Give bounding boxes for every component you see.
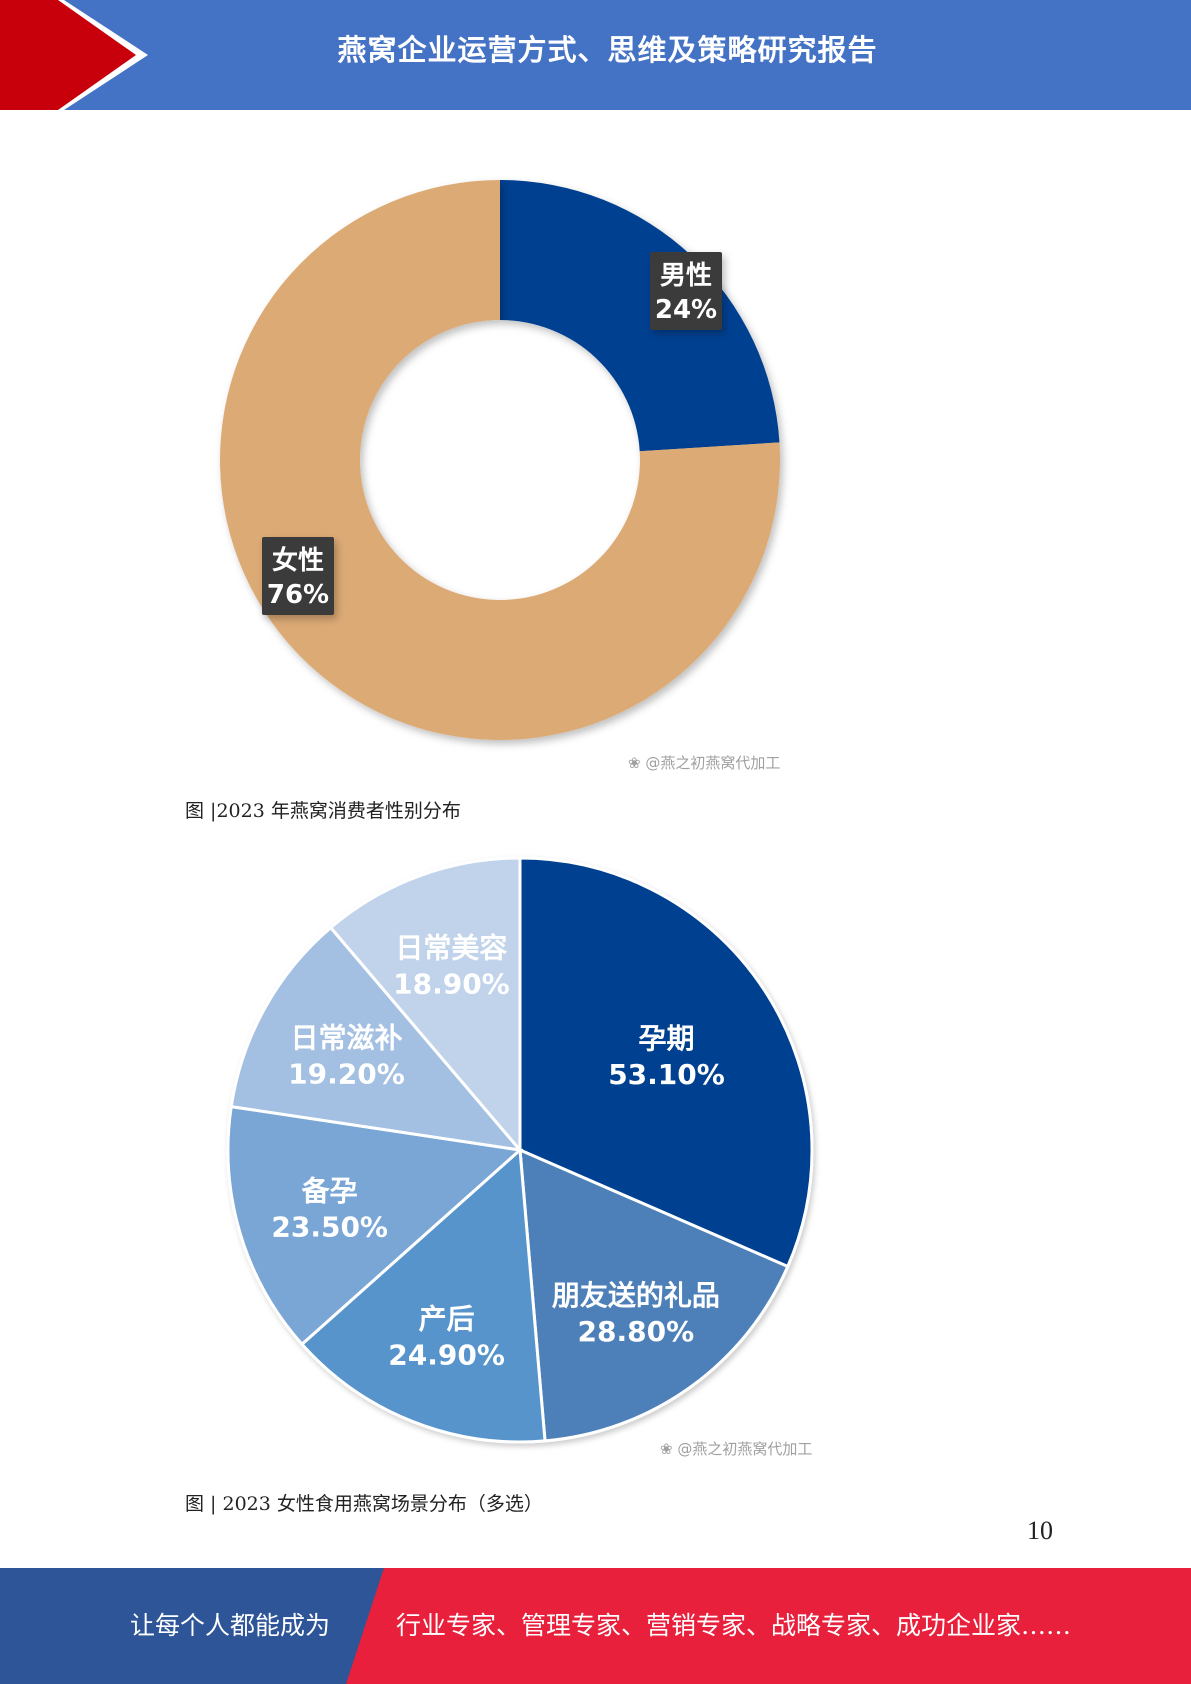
watermark-1: ❀ @燕之初燕窝代加工 xyxy=(628,754,781,772)
pie-label-name-0: 孕期 xyxy=(639,1022,695,1055)
donut-label-1: 女性 76% xyxy=(262,537,334,615)
pie-slice-3 xyxy=(226,1104,524,1347)
donut-slice-1 xyxy=(220,180,781,740)
pie-label-value-4: 19.20% xyxy=(288,1058,405,1091)
report-title: 燕窝企业运营方式、思维及策略研究报告 xyxy=(337,33,878,67)
footer-slogan-right: 行业专家、管理专家、营销专家、战略专家、成功企业家…… xyxy=(396,1611,1072,1640)
pie-label-name-4: 日常滋补 xyxy=(290,1022,402,1055)
pie-label-value-5: 18.90% xyxy=(393,968,510,1001)
pie-label-value-0: 53.10% xyxy=(608,1058,725,1091)
pie-label-value-1: 28.80% xyxy=(578,1315,695,1348)
watermark-2: ❀ @燕之初燕窝代加工 xyxy=(660,1440,813,1458)
header-red-arrow-icon xyxy=(0,0,148,110)
footer-slogan-left: 让每个人都能成为 xyxy=(130,1611,331,1640)
pie-label-value-2: 24.90% xyxy=(388,1338,505,1371)
figure-caption-2: 图 | 2023 女性食用燕窝场景分布（多选） xyxy=(185,1493,543,1515)
pie-slice-5 xyxy=(328,856,522,1155)
pie-label-name-2: 产后 xyxy=(419,1302,475,1335)
gender-donut-chart: 男性 24% 女性 76% xyxy=(200,160,800,760)
report-footer: 让每个人都能成为 行业专家、管理专家、营销专家、战略专家、成功企业家…… xyxy=(0,1568,1191,1684)
pie-slice-0 xyxy=(518,856,814,1269)
donut-label-value-1: 76% xyxy=(267,580,329,610)
pie-slice-4 xyxy=(229,925,524,1153)
pie-label-name-1: 朋友送的礼品 xyxy=(552,1279,720,1312)
gender-donut-svg: 男性 24% 女性 76% xyxy=(220,180,781,740)
pie-label-value-3: 23.50% xyxy=(271,1211,388,1244)
pie-slice-2 xyxy=(299,1146,547,1444)
donut-label-name-1: 女性 xyxy=(272,545,324,576)
donut-label-0: 男性 24% xyxy=(650,252,722,330)
footer-background xyxy=(0,1568,1191,1684)
figure-caption-1: 图 |2023 年燕窝消费者性别分布 xyxy=(185,800,461,822)
scenario-pie-chart: 孕期 53.10% 朋友送的礼品 28.80% 产后 24.90% 备孕 23.50% 日常滋补… xyxy=(210,845,830,1455)
pie-label-name-5: 日常美容 xyxy=(395,932,507,965)
donut-label-value-0: 24% xyxy=(655,295,717,325)
page-number: 10 xyxy=(1027,1516,1053,1545)
pie-slice-1 xyxy=(518,1147,790,1443)
donut-label-name-0: 男性 xyxy=(660,261,712,291)
pie-label-name-3: 备孕 xyxy=(301,1175,358,1208)
donut-slice-0 xyxy=(500,180,780,452)
report-header: 燕窝企业运营方式、思维及策略研究报告 xyxy=(0,0,1191,110)
